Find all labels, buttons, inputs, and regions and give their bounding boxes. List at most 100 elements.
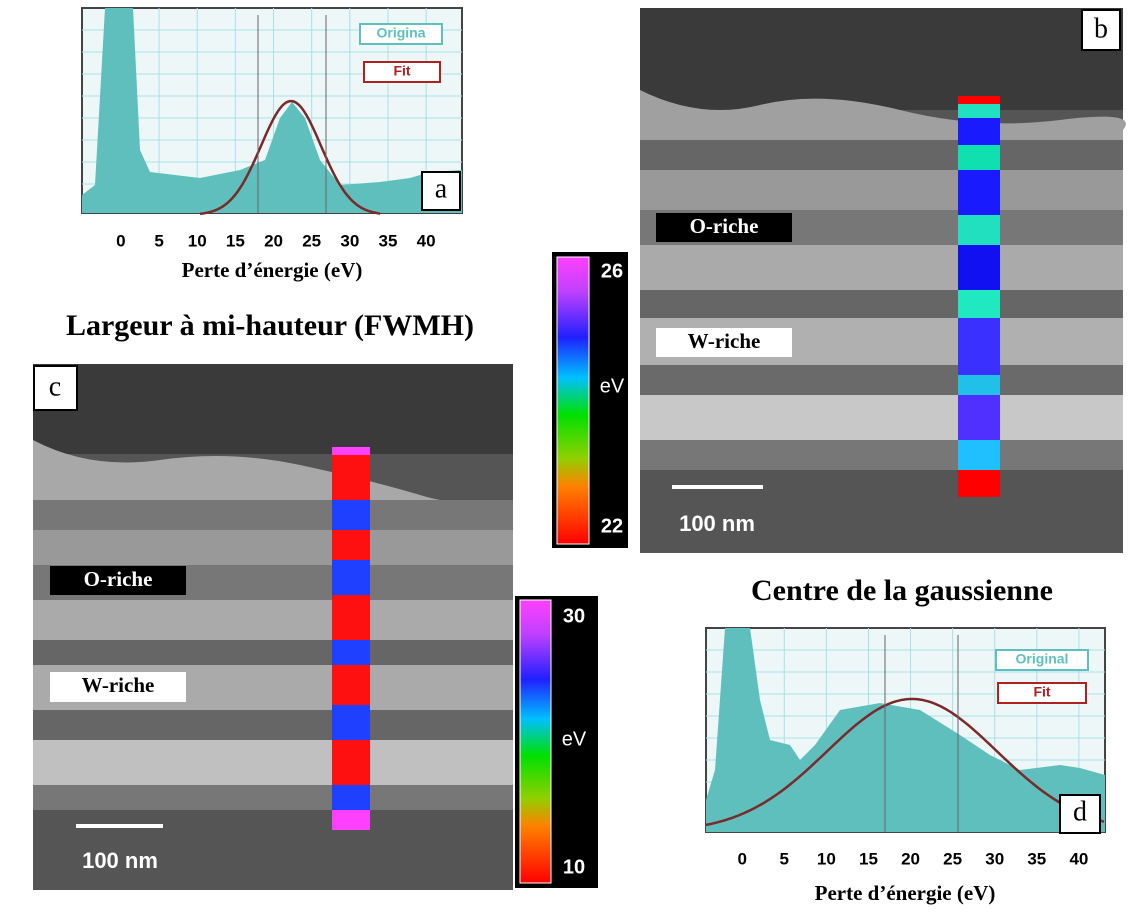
colorbar-max: 26 <box>601 260 623 282</box>
x-axis-label: Perte d’énergie (eV) <box>182 258 363 282</box>
x-tick-label: 40 <box>1069 849 1088 868</box>
micrograph <box>640 8 1126 553</box>
panel-letter-box <box>33 365 78 411</box>
segment <box>332 595 370 640</box>
segment <box>332 740 370 785</box>
x-tick-label: 35 <box>1027 849 1046 868</box>
x-tick-label: 30 <box>340 231 359 250</box>
segment <box>332 455 370 500</box>
spectrum <box>706 628 1105 832</box>
x-tick-label: 20 <box>901 849 920 868</box>
colorbar-max: 30 <box>563 605 585 627</box>
x-tick-label: 40 <box>417 231 436 250</box>
annotation-box <box>656 328 792 357</box>
segment <box>958 440 1000 470</box>
annotation: O-riche <box>690 214 759 238</box>
segment <box>958 318 1000 375</box>
panel-letter-box <box>421 171 461 211</box>
segment <box>958 470 1000 497</box>
panel-d: Original Fit d 0 5 10 15 20 25 30 35 40 Perte d’… <box>705 627 1106 905</box>
legend-box <box>359 23 443 45</box>
band <box>33 600 513 640</box>
panel-letter: b <box>1094 13 1108 44</box>
segment <box>958 290 1000 318</box>
x-axis: 0 5 10 15 20 25 30 35 40 <box>737 849 1088 868</box>
panel-letter: a <box>435 173 448 204</box>
panel-letter: c <box>49 371 61 402</box>
segment <box>332 530 370 560</box>
annotation: O-riche <box>84 567 153 591</box>
legend-label: Original <box>1016 651 1069 667</box>
x-tick-label: 35 <box>379 231 398 250</box>
band <box>640 440 1123 470</box>
x-tick-label: 15 <box>226 231 245 250</box>
profile-column <box>958 96 1000 497</box>
annotation: W-riche <box>688 329 761 353</box>
x-tick-label: 25 <box>302 231 321 250</box>
segment <box>332 640 370 665</box>
x-tick-label: 10 <box>188 231 207 250</box>
band <box>640 8 1123 110</box>
segment <box>958 395 1000 440</box>
panel-letter-box <box>1059 794 1101 834</box>
x-tick-label: 5 <box>780 849 789 868</box>
band <box>33 500 513 530</box>
annotation-box <box>656 213 792 242</box>
band <box>640 395 1123 440</box>
band <box>33 440 513 504</box>
annotation: W-riche <box>82 673 155 697</box>
panel-letter: d <box>1073 796 1087 827</box>
title: Largeur à mi-hauteur (FWMH) <box>66 309 474 342</box>
band <box>33 640 513 665</box>
panel-b: O-riche W-riche 100 nm b 26 eV 22 <box>552 8 1126 553</box>
segment <box>958 118 1000 145</box>
band <box>640 290 1123 318</box>
band <box>33 364 513 454</box>
legend-label: Fit <box>1033 684 1050 700</box>
segment <box>958 104 1000 118</box>
profile-column <box>332 447 370 830</box>
colorbar <box>519 599 552 884</box>
x-tick-label: 15 <box>859 849 878 868</box>
x-tick-label: 5 <box>154 231 163 250</box>
x-axis: 0 5 10 15 20 25 30 35 40 <box>116 231 435 250</box>
annotation-box <box>50 566 186 595</box>
segment <box>332 665 370 705</box>
colorbar-min: 10 <box>563 856 585 878</box>
segment <box>332 705 370 740</box>
segment <box>958 145 1000 170</box>
colorbar-unit: eV <box>600 375 625 397</box>
segment <box>958 170 1000 215</box>
segment <box>332 500 370 530</box>
panel-letter-box <box>1081 9 1121 51</box>
segment <box>958 245 1000 290</box>
band <box>33 740 513 785</box>
title: Centre de la gaussienne <box>751 574 1053 607</box>
colorbar-min: 22 <box>601 515 623 537</box>
legend-box <box>995 649 1089 671</box>
panel-a: Origina Fit a 0 5 10 15 20 25 30 35 40 Perte d’é… <box>81 7 463 282</box>
scale-bar-label: 100 nm <box>82 848 158 873</box>
legend-label: Origina <box>376 25 425 41</box>
x-tick-label: 0 <box>116 231 125 250</box>
band <box>33 530 513 565</box>
micrograph <box>33 364 513 890</box>
segment <box>958 215 1000 245</box>
fit-curve <box>705 697 1105 827</box>
x-tick-label: 30 <box>985 849 1004 868</box>
legend-label: Fit <box>393 63 410 79</box>
segment <box>332 447 370 455</box>
band <box>640 365 1123 395</box>
segment <box>958 375 1000 395</box>
band <box>33 785 513 810</box>
annotation-box <box>50 672 186 702</box>
band <box>640 140 1123 170</box>
colorbar-unit: eV <box>562 728 587 750</box>
band <box>640 245 1123 290</box>
x-tick-label: 20 <box>264 231 283 250</box>
segment <box>332 810 370 830</box>
x-tick-label: 0 <box>737 849 746 868</box>
band <box>640 170 1123 210</box>
fit-curve <box>199 99 381 216</box>
